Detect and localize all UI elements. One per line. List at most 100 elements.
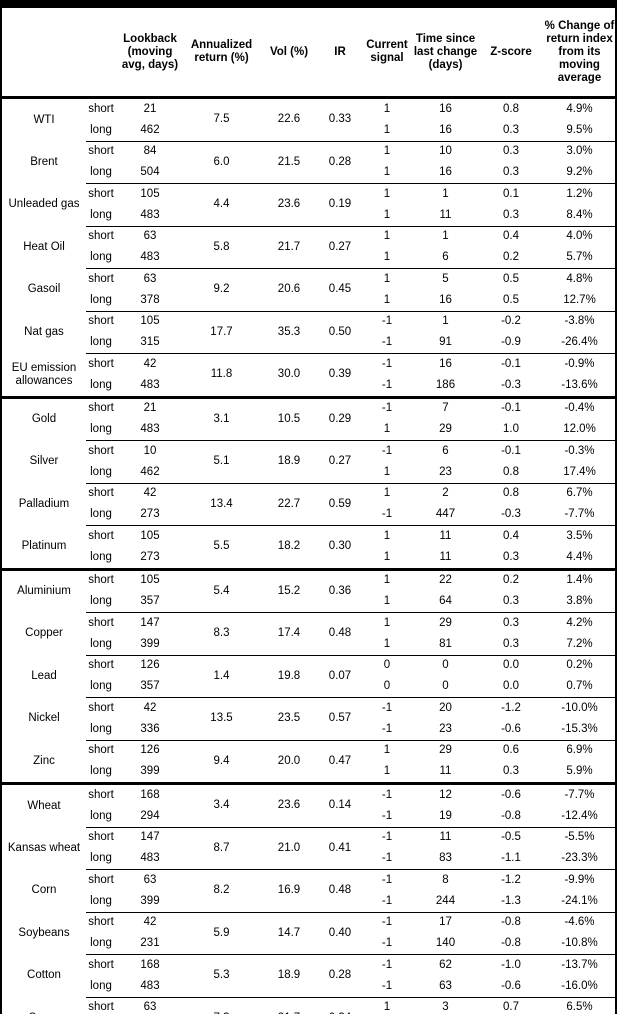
z-score-value: -0.6 bbox=[501, 979, 521, 992]
table-row: Lead short 126 1.4 19.8 0.07 0 0 0.0 0.2% bbox=[2, 654, 615, 698]
time-since-value: 11 bbox=[439, 550, 452, 563]
commodity-name: Aluminium bbox=[2, 567, 86, 613]
time-since-value: 8 bbox=[413, 868, 478, 891]
pct-change-value: -5.5% bbox=[544, 826, 615, 849]
lookback-value: 231 bbox=[140, 937, 160, 950]
time-since-value: 29 bbox=[439, 423, 452, 436]
pct-change-value: -3.8% bbox=[544, 310, 615, 333]
pct-change-value: -13.6% bbox=[561, 378, 598, 391]
pct-change-value: -7.7% bbox=[544, 781, 615, 806]
annualized-return-value: 11.8 bbox=[184, 353, 259, 397]
current-signal-value: -1 bbox=[381, 894, 393, 907]
z-score-value: 0.8 bbox=[503, 465, 519, 478]
lookback-value: 147 bbox=[116, 826, 184, 849]
annualized-return-value: 7.3 bbox=[184, 996, 259, 1014]
table-row: Copper short 147 8.3 17.4 0.48 1 29 0.3 4.2% bbox=[2, 611, 615, 655]
ir-value: 0.28 bbox=[319, 140, 361, 184]
lookback-value: 42 bbox=[116, 482, 184, 505]
pct-change-value: -9.9% bbox=[544, 868, 615, 891]
ir-value: 0.19 bbox=[319, 183, 361, 226]
time-since-value: 12 bbox=[413, 781, 478, 806]
z-score-value: 0.1 bbox=[478, 182, 544, 205]
pct-change-value: 6.9% bbox=[544, 739, 615, 762]
z-score-value: 0.8 bbox=[503, 102, 519, 115]
position-label: short bbox=[86, 567, 116, 592]
lookback-value: 63 bbox=[116, 996, 184, 1014]
position-label: short bbox=[86, 524, 116, 547]
annualized-return-value: 5.4 bbox=[184, 567, 259, 613]
time-since-value: 6 bbox=[413, 439, 478, 462]
position-label: long bbox=[90, 208, 112, 221]
current-signal-value: -1 bbox=[381, 378, 393, 391]
time-since-value: 140 bbox=[435, 937, 456, 950]
lookback-value: 273 bbox=[140, 550, 160, 563]
lookback-value: 483 bbox=[140, 378, 160, 391]
pct-change-value: 1.4% bbox=[544, 567, 615, 592]
lookback-value: 378 bbox=[140, 293, 160, 306]
annualized-return-value: 3.1 bbox=[184, 395, 259, 441]
position-label: long bbox=[90, 722, 112, 735]
z-score-value: 0.3 bbox=[503, 637, 519, 650]
time-since-value: 16 bbox=[439, 166, 452, 179]
pct-change-value: 12.7% bbox=[563, 293, 596, 306]
position-label: short bbox=[86, 439, 116, 462]
table-row: long 399 -1 244 -1.3 -24.1% bbox=[2, 891, 615, 912]
commodity-name: Gold bbox=[2, 395, 86, 441]
time-since-value: 3 bbox=[413, 996, 478, 1014]
time-since-value: 244 bbox=[435, 894, 456, 907]
z-score-value: 0.3 bbox=[503, 595, 519, 608]
time-since-value: 11 bbox=[439, 208, 452, 221]
annualized-return-value: 5.8 bbox=[184, 225, 259, 269]
z-score-value: -0.8 bbox=[478, 911, 544, 934]
table-row: Soybeans short 42 5.9 14.7 0.40 -1 17 -0.8 -4.6% bbox=[2, 911, 615, 955]
lookback-value: 168 bbox=[116, 953, 184, 976]
position-label: long bbox=[90, 293, 112, 306]
commodity-name: Lead bbox=[31, 669, 57, 682]
position-label: long bbox=[90, 166, 112, 179]
time-since-value: 83 bbox=[439, 852, 452, 865]
current-signal-value: -1 bbox=[361, 826, 413, 849]
table-row: long 399 1 11 0.3 5.9% bbox=[2, 761, 615, 783]
table-row: Kansas wheat short 147 8.7 21.0 0.41 -1 11 -0.5-… bbox=[2, 826, 615, 870]
pct-change-value: -0.9% bbox=[544, 352, 615, 375]
commodity-name: Corn bbox=[31, 884, 57, 897]
z-score-value: 0.4 bbox=[478, 225, 544, 248]
ir-value: 0.30 bbox=[319, 525, 361, 569]
annualized-return-value: 5.5 bbox=[184, 525, 259, 569]
table-row: Platinum short 105 5.5 18.2 0.30 1 11 0.4 3.5% bbox=[2, 524, 615, 569]
z-score-value: 0.2 bbox=[503, 251, 519, 264]
time-since-value: 23 bbox=[439, 722, 452, 735]
pct-change-value: -7.7% bbox=[564, 508, 595, 521]
table-row: Gold short 21 3.1 10.5 0.29 -1 7 -0.1 -0.4% bbox=[2, 395, 615, 441]
ir-value: 0.50 bbox=[319, 310, 361, 354]
position-label: short bbox=[86, 953, 116, 976]
pct-change-value: 3.5% bbox=[544, 524, 615, 547]
vol-value: 20.6 bbox=[259, 268, 319, 311]
pct-change-value: 4.0% bbox=[544, 225, 615, 248]
position-label: long bbox=[90, 979, 112, 992]
current-signal-value: 1 bbox=[383, 123, 391, 136]
position-label: short bbox=[88, 102, 114, 115]
z-score-value: -0.8 bbox=[501, 937, 521, 950]
ir-value: 0.47 bbox=[319, 739, 361, 784]
table-row: long 336 -1 23 -0.6 -15.3% bbox=[2, 719, 615, 740]
z-score-value: 0.0 bbox=[478, 654, 544, 677]
z-score-value: 0.8 bbox=[478, 482, 544, 505]
time-since-value: 1 bbox=[413, 225, 478, 248]
pct-change-value: -0.3% bbox=[544, 439, 615, 462]
current-signal-value: -1 bbox=[361, 781, 413, 806]
time-since-value: 447 bbox=[435, 508, 456, 521]
z-score-value: -1.3 bbox=[501, 894, 521, 907]
time-since-value: 11 bbox=[439, 765, 452, 778]
current-signal-value: 1 bbox=[383, 637, 391, 650]
position-label: long bbox=[90, 251, 112, 264]
table-row: long 483 -1 83 -1.1 -23.3% bbox=[2, 848, 615, 869]
time-since-value: 62 bbox=[413, 953, 478, 976]
z-score-value: -0.1 bbox=[478, 395, 544, 420]
position-label: short bbox=[86, 826, 116, 849]
lookback-value: 63 bbox=[116, 225, 184, 248]
position-label: long bbox=[90, 336, 112, 349]
commodity-name: WTI bbox=[33, 113, 55, 126]
time-since-value: 1 bbox=[413, 310, 478, 333]
commodity-name: Gasoil bbox=[27, 283, 61, 296]
